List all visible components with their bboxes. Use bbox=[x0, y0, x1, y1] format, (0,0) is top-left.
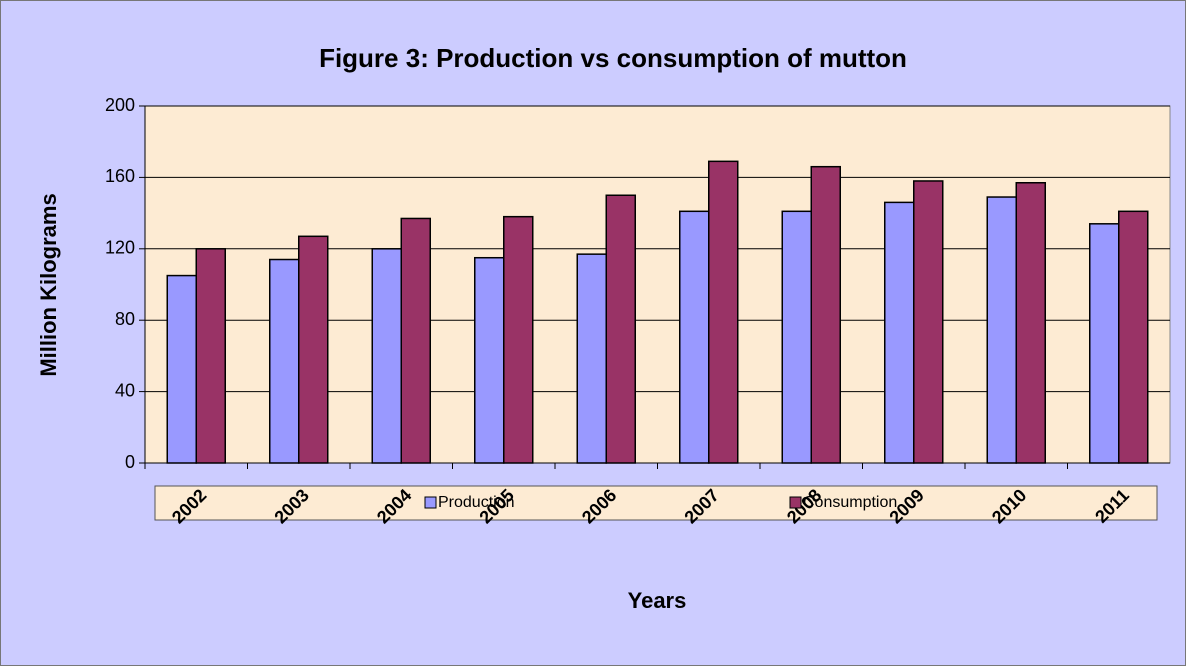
bar bbox=[1015, 182, 1046, 464]
bar bbox=[400, 217, 431, 464]
bar bbox=[1089, 223, 1120, 464]
bar bbox=[166, 274, 197, 464]
bar bbox=[195, 248, 226, 464]
y-tick-label: 120 bbox=[105, 238, 135, 258]
chart-title: Figure 3: Production vs consumption of m… bbox=[319, 43, 907, 73]
bar bbox=[986, 196, 1017, 464]
y-axis-title: Million Kilograms bbox=[36, 193, 61, 376]
y-tick-label: 40 bbox=[115, 380, 135, 400]
bar bbox=[503, 215, 534, 464]
legend-swatch bbox=[789, 496, 802, 509]
x-axis-title: Years bbox=[628, 588, 687, 613]
legend-label: Consumption bbox=[803, 494, 897, 511]
y-tick-label: 160 bbox=[105, 166, 135, 186]
bar bbox=[605, 194, 636, 464]
y-tick-label: 0 bbox=[125, 452, 135, 472]
bar bbox=[679, 210, 710, 464]
y-tick-label: 200 bbox=[105, 95, 135, 115]
bar bbox=[913, 180, 944, 464]
bar bbox=[298, 235, 329, 464]
bar bbox=[371, 248, 402, 464]
bar bbox=[884, 201, 915, 464]
bar bbox=[576, 253, 607, 464]
legend bbox=[154, 485, 1158, 521]
legend-label: Production bbox=[438, 494, 515, 511]
bar bbox=[474, 256, 505, 464]
y-tick-label: 80 bbox=[115, 309, 135, 329]
bar bbox=[781, 210, 812, 464]
bar bbox=[708, 160, 739, 464]
bar bbox=[269, 258, 300, 464]
bar bbox=[1118, 210, 1149, 464]
bar bbox=[810, 165, 841, 464]
legend-swatch bbox=[424, 496, 437, 509]
